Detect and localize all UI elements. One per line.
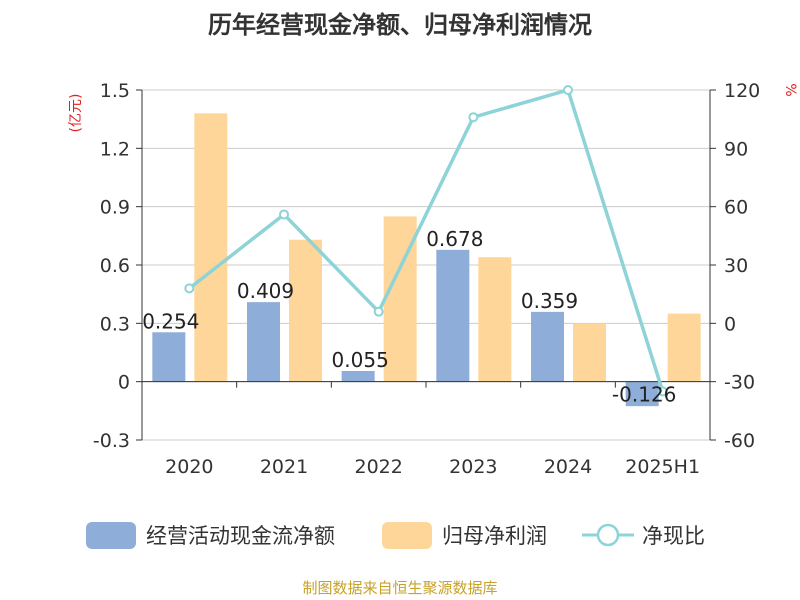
net-profit-bar[interactable] — [289, 239, 322, 382]
right-axis-tick-label: -60 — [724, 430, 755, 452]
cashflow-data-label: 0.055 — [332, 348, 389, 372]
left-axis-unit: (亿元) — [68, 94, 84, 133]
x-axis-tick-label: 2024 — [544, 456, 592, 478]
x-axis-tick-label: 2020 — [165, 456, 213, 478]
net-cash-ratio-line — [188, 87, 665, 392]
left-axis-tick-label: -0.3 — [93, 430, 130, 452]
legend-net-profit-swatch[interactable] — [382, 522, 432, 549]
net-profit-bar[interactable] — [194, 113, 228, 382]
right-axis-tick-label: 120 — [724, 80, 760, 102]
cashflow-data-label: 0.678 — [426, 227, 483, 251]
source-note: 制图数据来自恒生聚源数据库 — [302, 579, 497, 597]
cashflow-data-label: 0.359 — [521, 289, 578, 313]
left-axis-tick-label: 1.5 — [100, 80, 130, 102]
cashflow-bar[interactable] — [152, 332, 186, 382]
net-cash-ratio-point[interactable] — [279, 209, 289, 220]
x-axis-tick-label: 2023 — [449, 456, 497, 478]
cashflow-bar[interactable] — [341, 370, 375, 382]
right-axis-tick-label: -30 — [724, 372, 755, 394]
right-axis-tick-label: 90 — [724, 138, 748, 160]
net-cash-ratio-point[interactable] — [184, 283, 195, 294]
left-axis-tick-label: 1.2 — [100, 138, 130, 160]
x-axis-tick-label: 2021 — [260, 456, 308, 478]
right-axis-tick-label: 0 — [724, 313, 736, 335]
legend-net-profit-label[interactable]: 归母净利润 — [442, 524, 547, 548]
legend-net-cash-ratio-swatch-marker[interactable] — [596, 523, 620, 547]
cashflow-data-label: 0.254 — [142, 309, 199, 333]
legend-cashflow-label[interactable]: 经营活动现金流净额 — [146, 524, 335, 548]
x-axis-tick-label: 2025H1 — [625, 456, 700, 478]
net-cash-ratio-point[interactable] — [468, 112, 479, 123]
net-cash-ratio-point[interactable] — [373, 306, 384, 317]
right-axis-tick-label: 60 — [724, 197, 748, 219]
net-profit-bar[interactable] — [478, 257, 512, 382]
chart-title: 历年经营现金净额、归母净利润情况 — [208, 11, 592, 39]
axes-layer: -0.3 0 0.3 0.6 0.9 1.2 1.5 -60 -30 0 30 60 90 120 2020… — [93, 80, 760, 478]
cashflow-bar[interactable] — [247, 302, 280, 382]
net-profit-bar[interactable] — [573, 323, 606, 382]
cashflow-data-label: -0.126 — [612, 383, 676, 407]
data-labels-layer: 0.254 0.409 0.055 0.678 0.359 -0.126 — [142, 227, 676, 407]
net-cash-ratio-point[interactable] — [657, 386, 668, 397]
left-axis-tick-label: 0.9 — [100, 197, 130, 219]
cashflow-bar[interactable] — [436, 249, 470, 382]
cashflow-data-label: 0.409 — [237, 279, 294, 303]
legend-cashflow-swatch[interactable] — [86, 522, 136, 549]
right-axis-unit: % — [782, 83, 798, 96]
bars-layer — [152, 113, 701, 407]
left-axis-tick-label: 0.6 — [100, 255, 130, 277]
net-profit-bar[interactable] — [667, 313, 701, 382]
x-axis-tick-label: 2022 — [354, 456, 402, 478]
legend: 经营活动现金流净额 归母净利润 净现比 — [86, 522, 705, 549]
line-layer — [184, 85, 668, 397]
cashflow-bar[interactable] — [625, 381, 659, 407]
legend-net-cash-ratio-label[interactable]: 净现比 — [642, 524, 705, 548]
cashflow-bar[interactable] — [531, 311, 564, 382]
left-axis-tick-label: 0.3 — [100, 313, 130, 335]
left-axis-tick-label: 0 — [118, 372, 130, 394]
net-cash-ratio-point[interactable] — [563, 85, 573, 95]
right-axis-tick-label: 30 — [724, 255, 748, 277]
